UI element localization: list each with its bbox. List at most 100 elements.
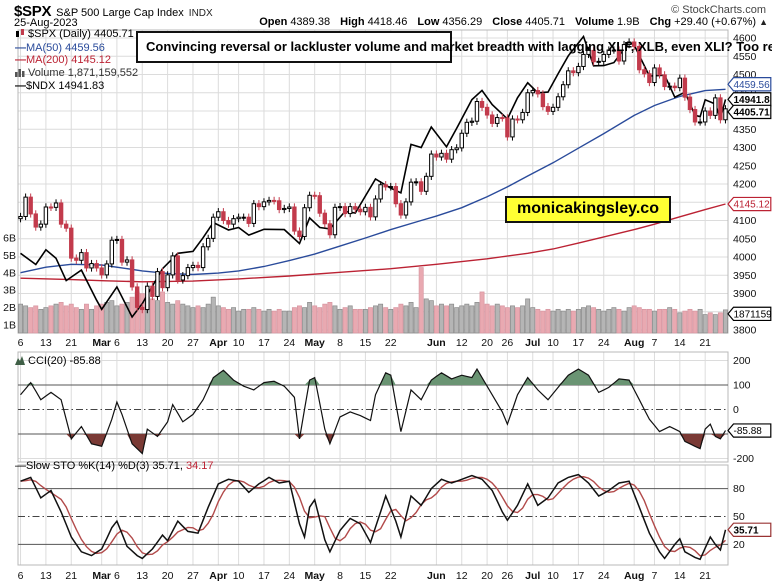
svg-text:13: 13 — [136, 570, 148, 582]
svg-text:24: 24 — [283, 570, 295, 582]
ma50-line — [20, 88, 726, 276]
svg-text:13: 13 — [40, 337, 52, 349]
ohlc-quote-row: Open 4389.38 High 4418.46 Low 4356.29 Close… — [252, 16, 768, 28]
svg-text:4600: 4600 — [733, 33, 757, 45]
close-label: Close — [492, 16, 523, 28]
monicakingsley-watermark: monicakingsley.co — [505, 196, 671, 223]
legend-spx-line: $SPX (Daily) 4405.71 — [15, 28, 138, 42]
svg-text:14: 14 — [674, 337, 686, 349]
index-name: S&P 500 Large Cap Index — [56, 7, 184, 19]
axis-price-tag: 4459.56 — [727, 77, 772, 92]
symbol-label: $SPX — [14, 3, 52, 20]
ndx-swatch-icon: — — [15, 80, 26, 93]
svg-text:6: 6 — [114, 337, 120, 349]
svg-text:3B: 3B — [3, 285, 16, 297]
svg-text:4250: 4250 — [733, 160, 757, 172]
svg-text:35.71: 35.71 — [734, 525, 759, 536]
svg-text:1871159: 1871159 — [734, 309, 772, 320]
svg-text:80: 80 — [733, 483, 745, 495]
svg-text:4459.56: 4459.56 — [734, 80, 771, 91]
candlestick-icon — [15, 29, 25, 42]
svg-text:0: 0 — [733, 404, 739, 416]
volume-value: 1.9B — [616, 16, 640, 28]
low-label: Low — [417, 16, 440, 28]
svg-text:17: 17 — [573, 337, 585, 349]
legend-ma50: —MA(50) 4459.56 — [15, 41, 105, 54]
svg-text:20: 20 — [162, 337, 174, 349]
volume-bars — [18, 267, 728, 334]
cci-legend: CCI(20) -85.88 — [15, 355, 101, 368]
svg-text:26: 26 — [502, 337, 514, 349]
open-value: 4389.38 — [290, 16, 331, 28]
chg-value: +29.40 (+0.67%) — [674, 16, 757, 28]
legend-ma200: —MA(200) 4145.12 — [15, 54, 111, 67]
axis-price-tag: 4145.12 — [727, 196, 772, 212]
stochastics-panel: 80 50 20 — [18, 473, 745, 561]
svg-text:1B: 1B — [3, 320, 16, 332]
svg-text:7: 7 — [652, 570, 658, 582]
svg-text:22: 22 — [385, 570, 397, 582]
cci-area-icon — [15, 356, 25, 368]
svg-text:6: 6 — [18, 337, 24, 349]
svg-text:May: May — [304, 570, 325, 582]
svg-text:Aug: Aug — [624, 570, 644, 582]
svg-text:100: 100 — [733, 380, 751, 392]
svg-text:10: 10 — [233, 570, 245, 582]
stochastics-legend: —Slow STO %K(14) %D(3) 35.71, 34.17 — [15, 460, 214, 472]
svg-text:4550: 4550 — [733, 51, 757, 63]
svg-text:20: 20 — [481, 570, 493, 582]
axis-price-tag: 35.71 — [727, 522, 772, 537]
volume-label: Volume — [575, 16, 614, 28]
svg-text:4050: 4050 — [733, 233, 757, 245]
candlesticks — [18, 38, 728, 314]
svg-text:4300: 4300 — [733, 142, 757, 154]
sto-d-value: 34.17 — [185, 460, 214, 472]
ma200-swatch-icon: — — [15, 54, 26, 67]
svg-text:21: 21 — [65, 570, 77, 582]
svg-text:50: 50 — [733, 511, 745, 523]
svg-text:26: 26 — [502, 570, 514, 582]
svg-text:Mar: Mar — [92, 337, 111, 349]
svg-text:27: 27 — [187, 570, 199, 582]
close-value: 4405.71 — [525, 16, 565, 28]
svg-text:May: May — [304, 337, 325, 349]
svg-text:-200: -200 — [733, 453, 754, 465]
analyst-annotation-note: Convincing reversal or lackluster volume… — [136, 31, 772, 63]
svg-text:4000: 4000 — [733, 252, 757, 264]
svg-text:4B: 4B — [3, 267, 16, 279]
svg-text:5B: 5B — [3, 250, 16, 262]
svg-text:14941.8: 14941.8 — [734, 95, 771, 106]
svg-text:8: 8 — [337, 337, 343, 349]
svg-text:Jun: Jun — [427, 337, 446, 349]
svg-text:13: 13 — [40, 570, 52, 582]
svg-text:Jun: Jun — [427, 570, 446, 582]
high-value: 4418.46 — [367, 16, 408, 28]
stockcharts-credit: © StockCharts.com — [671, 4, 766, 16]
ma50-swatch-icon: — — [15, 41, 26, 54]
svg-text:6: 6 — [18, 570, 24, 582]
sto-k-swatch-icon: — — [15, 460, 26, 472]
ma200-line — [20, 203, 726, 283]
svg-text:4200: 4200 — [733, 179, 757, 191]
svg-text:-85.88: -85.88 — [734, 426, 763, 437]
svg-text:4405.71: 4405.71 — [734, 107, 771, 118]
svg-text:3950: 3950 — [733, 270, 757, 282]
exchange-label: INDX — [188, 8, 213, 19]
svg-text:6: 6 — [114, 570, 120, 582]
svg-text:12: 12 — [456, 570, 468, 582]
svg-text:3900: 3900 — [733, 288, 757, 300]
axis-price-tag: 14941.8 — [727, 92, 772, 107]
axis-price-tag: 4405.71 — [727, 104, 772, 120]
svg-text:20: 20 — [733, 539, 745, 551]
svg-text:Mar: Mar — [92, 570, 111, 582]
svg-text:15: 15 — [360, 570, 372, 582]
svg-text:17: 17 — [258, 570, 270, 582]
chart-title: $SPX S&P 500 Large Cap Index INDX — [14, 3, 213, 20]
svg-text:6B: 6B — [3, 233, 16, 245]
svg-text:21: 21 — [699, 570, 711, 582]
svg-text:Jul: Jul — [525, 337, 540, 349]
svg-text:15: 15 — [360, 337, 372, 349]
